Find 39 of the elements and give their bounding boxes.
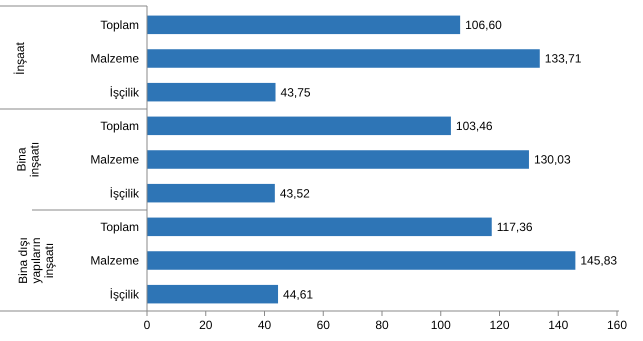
data-label: 43,75 — [280, 85, 311, 100]
text: İnşaat — [13, 41, 27, 75]
x-tick-label: 80 — [375, 318, 389, 332]
bar — [147, 16, 460, 34]
bar — [147, 218, 492, 236]
bar — [147, 251, 576, 270]
data-label: 44,61 — [283, 287, 314, 302]
data-label: 43,52 — [280, 186, 310, 200]
y-tick-label: Toplam — [100, 18, 139, 32]
x-tick-label: 140 — [548, 318, 569, 332]
bar — [147, 184, 275, 202]
x-tick-label: 20 — [199, 318, 213, 332]
x-tick-label: 0 — [144, 318, 151, 332]
bar — [147, 284, 278, 304]
x-tick-label: 40 — [258, 318, 272, 332]
x-tick-label: 100 — [430, 318, 452, 332]
y-tick-label: Malzeme — [90, 52, 140, 66]
x-tick-label: 160 — [606, 318, 628, 332]
y-tick-label: İşçilik — [110, 287, 140, 302]
data-label: 145,83 — [580, 254, 618, 268]
y-tick-label: Malzeme — [90, 152, 140, 167]
bar — [147, 82, 276, 102]
data-label: 103,46 — [456, 119, 493, 134]
x-tick-label: 120 — [489, 318, 510, 332]
y-tick-label: Toplam — [100, 220, 139, 234]
x-tick-label: 60 — [316, 318, 330, 332]
data-label: 130,03 — [534, 152, 571, 167]
text: Bina inşaatı — [14, 142, 42, 178]
data-label: 106,60 — [465, 18, 502, 32]
y-tick-label: Malzeme — [90, 254, 140, 268]
y-tick-label: İşçilik — [110, 85, 140, 100]
y-tick-label: Toplam — [100, 119, 139, 134]
data-label: 133,71 — [544, 52, 582, 66]
bar — [147, 116, 451, 136]
bar — [147, 49, 540, 68]
y-tick-label: İşçilik — [110, 186, 140, 200]
data-label: 117,36 — [496, 220, 533, 234]
text: Bina dışı yapıların inşaatı — [16, 237, 56, 284]
bar — [147, 150, 529, 169]
